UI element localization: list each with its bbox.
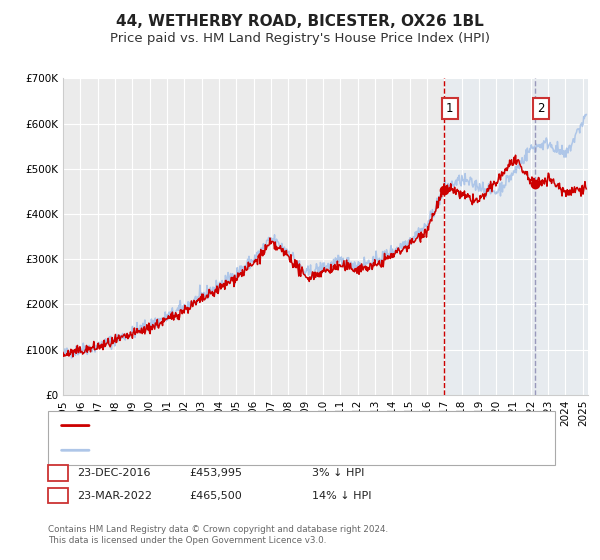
Text: 23-DEC-2016: 23-DEC-2016 [77, 468, 151, 478]
Text: Price paid vs. HM Land Registry's House Price Index (HPI): Price paid vs. HM Land Registry's House … [110, 32, 490, 45]
Text: 2: 2 [55, 491, 61, 501]
Bar [444, 78, 588, 395]
Text: 1: 1 [55, 468, 61, 478]
Text: 14% ↓ HPI: 14% ↓ HPI [312, 491, 371, 501]
Text: Contains HM Land Registry data © Crown copyright and database right 2024.
This d: Contains HM Land Registry data © Crown c… [48, 525, 388, 545]
Text: 44, WETHERBY ROAD, BICESTER, OX26 1BL: 44, WETHERBY ROAD, BICESTER, OX26 1BL [116, 14, 484, 29]
Text: 1: 1 [446, 102, 454, 115]
Text: HPI: Average price, detached house, Cherwell: HPI: Average price, detached house, Cher… [98, 445, 337, 455]
Text: £453,995: £453,995 [189, 468, 242, 478]
Text: £465,500: £465,500 [189, 491, 242, 501]
Text: 2: 2 [537, 102, 545, 115]
Text: 23-MAR-2022: 23-MAR-2022 [77, 491, 152, 501]
Text: 44, WETHERBY ROAD, BICESTER, OX26 1BL (detached house): 44, WETHERBY ROAD, BICESTER, OX26 1BL (d… [98, 421, 418, 431]
Text: 3% ↓ HPI: 3% ↓ HPI [312, 468, 364, 478]
